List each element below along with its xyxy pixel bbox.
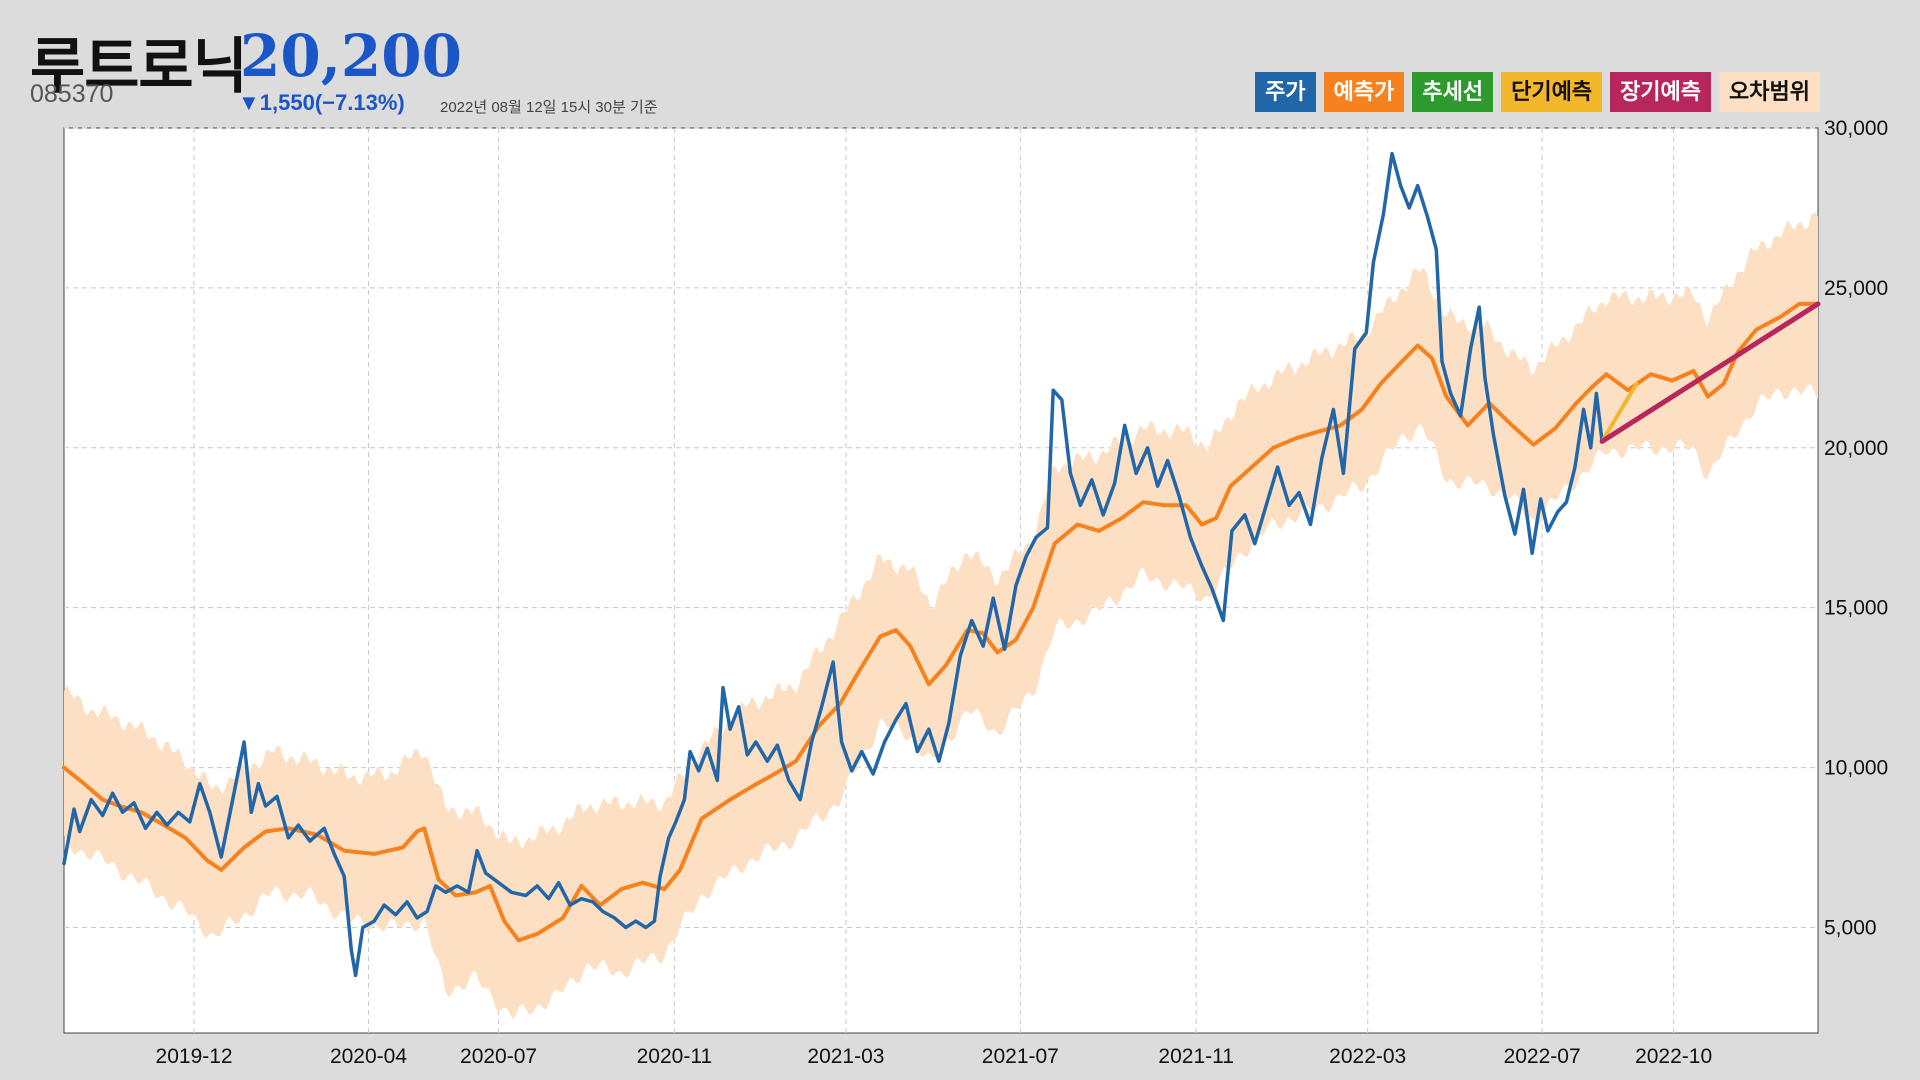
x-tick-label: 2020-04	[330, 1045, 407, 1068]
stock-name: 루트로닉	[30, 32, 248, 102]
x-tick-label: 2020-07	[460, 1045, 537, 1068]
long-term-forecast-line	[1599, 301, 1821, 444]
legend-item-price[interactable]: 주가	[1255, 72, 1316, 112]
legend-item-error-band[interactable]: 오차범위	[1719, 72, 1820, 112]
legend-item-forecast[interactable]: 예측가	[1323, 72, 1405, 112]
stock-price-line	[62, 151, 1604, 978]
y-tick-label: 5,000	[1824, 916, 1877, 939]
x-tick-label: 2021-03	[807, 1045, 884, 1068]
series-layer	[62, 151, 1821, 978]
x-tick-label: 2022-07	[1504, 1045, 1581, 1068]
legend-item-trendline[interactable]: 추세선	[1412, 72, 1494, 112]
y-tick-label: 30,000	[1824, 117, 1888, 140]
axes: 5,000 10,000 15,000 20,000 25,000 30,000 2019-…	[156, 117, 1889, 1068]
x-tick-label: 2022-03	[1329, 1045, 1406, 1068]
y-tick-label: 10,000	[1824, 757, 1888, 780]
legend: 주가 예측가 추세선 단기예측 장기예측 오차범위	[1255, 72, 1820, 112]
price-change: ▼1,550(−7.13%)	[238, 90, 405, 115]
x-tick-label: 2021-07	[982, 1045, 1059, 1068]
y-tick-label: 15,000	[1824, 597, 1888, 620]
short-term-forecast-line	[1600, 381, 1639, 444]
current-price: 20,200	[240, 22, 462, 90]
timestamp: 2022년 08월 12일 15시 30분 기준	[440, 99, 658, 116]
y-tick-label: 20,000	[1824, 437, 1888, 460]
error-band-layer	[64, 212, 1818, 1019]
y-tick-label: 25,000	[1824, 277, 1888, 300]
error-band	[64, 212, 1818, 1019]
x-tick-label: 2019-12	[156, 1045, 233, 1068]
stock-code: 085370	[30, 80, 114, 108]
legend-item-short-term[interactable]: 단기예측	[1501, 72, 1603, 112]
forecast-line	[62, 301, 1820, 943]
x-tick-label: 2020-11	[637, 1045, 713, 1068]
x-tick-label: 2021-11	[1158, 1045, 1234, 1068]
x-tick-label: 2022-10	[1635, 1045, 1712, 1068]
legend-item-long-term[interactable]: 장기예측	[1610, 72, 1712, 112]
